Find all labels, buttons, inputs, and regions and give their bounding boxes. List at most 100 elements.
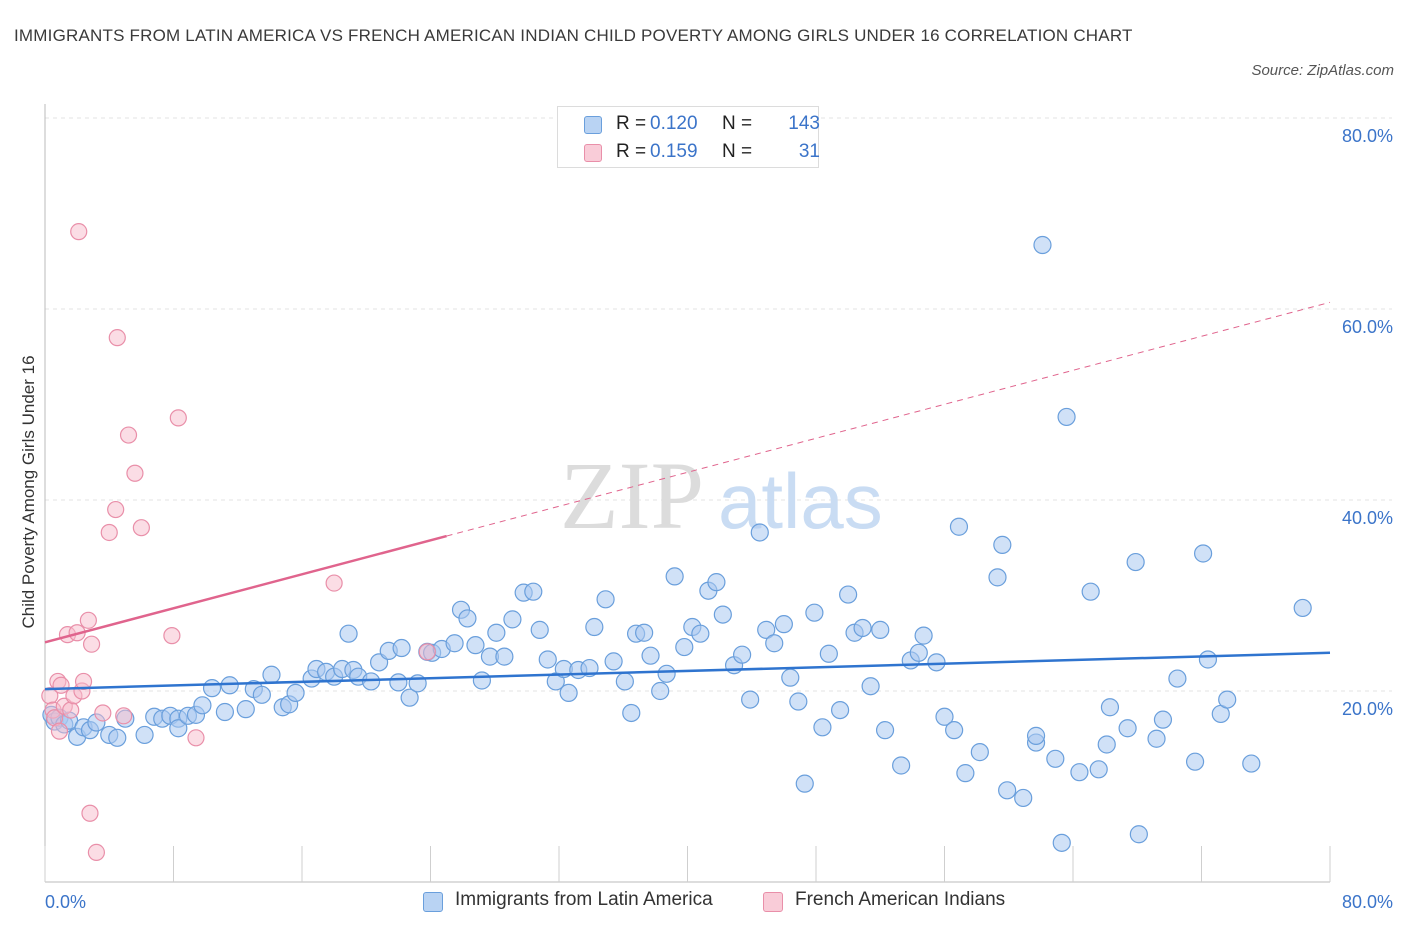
- data-point-french-american-indian: [187, 729, 205, 747]
- data-point-latin-america: [169, 719, 188, 738]
- chart-title: IMMIGRANTS FROM LATIN AMERICA VS FRENCH …: [14, 26, 1133, 45]
- data-point-latin-america: [1194, 544, 1213, 563]
- data-point-latin-america: [108, 728, 127, 747]
- data-point-latin-america: [262, 665, 281, 684]
- trend-line-french-american-indian-extension: [446, 301, 1331, 537]
- data-point-latin-america: [1100, 698, 1120, 717]
- data-point-latin-america: [665, 567, 684, 586]
- data-point-latin-america: [750, 523, 769, 542]
- data-point-latin-america: [1198, 650, 1218, 669]
- data-point-latin-america: [871, 620, 890, 639]
- watermark: ZIP atlas: [560, 442, 883, 549]
- data-point-latin-america: [935, 707, 954, 726]
- data-point-latin-america: [839, 585, 858, 604]
- data-point-latin-america: [622, 703, 641, 723]
- legend-r-value: 0.120: [650, 113, 698, 134]
- data-point-latin-america: [458, 609, 477, 628]
- axis-layer: [44, 104, 1331, 883]
- data-point-latin-america: [495, 647, 514, 666]
- data-point-latin-america: [1089, 760, 1108, 779]
- data-point-latin-america: [819, 644, 838, 663]
- data-point-latin-america: [1052, 833, 1071, 852]
- data-point-french-american-indian: [107, 500, 125, 519]
- trend-line-french-american-indian: [44, 534, 447, 644]
- data-point-latin-america: [1218, 690, 1237, 709]
- y-tick-label: 80.0%: [1342, 126, 1393, 146]
- data-point-french-american-indian: [132, 519, 150, 537]
- y-tick-label: 60.0%: [1342, 317, 1393, 337]
- data-point-latin-america: [789, 692, 808, 711]
- data-point-latin-america: [202, 679, 222, 698]
- data-point-latin-america: [691, 624, 710, 643]
- data-point-latin-america: [1014, 788, 1033, 808]
- data-point-latin-america: [389, 673, 408, 692]
- data-point-latin-america: [1129, 825, 1148, 844]
- data-point-latin-america: [927, 653, 946, 672]
- data-point-latin-america: [813, 718, 832, 737]
- data-point-latin-america: [193, 696, 212, 715]
- data-point-latin-america: [580, 658, 599, 678]
- data-point-french-american-indian: [82, 635, 101, 653]
- data-point-latin-america: [774, 615, 793, 634]
- data-point-latin-america: [339, 624, 358, 643]
- data-point-latin-america: [524, 582, 543, 601]
- data-point-french-american-indian: [108, 329, 126, 347]
- data-point-french-american-indian: [94, 704, 112, 722]
- watermark-atlas: atlas: [718, 457, 883, 545]
- data-point-latin-america: [445, 634, 464, 653]
- data-point-latin-america: [1046, 749, 1065, 768]
- data-point-latin-america: [1168, 669, 1187, 688]
- data-point-latin-america: [781, 668, 800, 687]
- legend-swatch-blue: [584, 116, 602, 134]
- data-point-latin-america: [993, 535, 1012, 554]
- watermark-zip: ZIP: [560, 442, 704, 549]
- data-point-latin-america: [635, 623, 654, 642]
- source-label: Source: ZipAtlas.com: [1251, 62, 1394, 79]
- data-point-latin-america: [286, 683, 305, 703]
- data-point-latin-america: [1097, 735, 1116, 754]
- data-point-latin-america: [945, 721, 964, 740]
- data-point-french-american-indian: [169, 409, 187, 427]
- data-point-latin-america: [1118, 719, 1137, 738]
- data-point-french-american-indian: [50, 722, 69, 740]
- legend-n-value: 143: [788, 113, 820, 134]
- data-point-latin-america: [400, 688, 419, 707]
- data-point-latin-america: [252, 685, 271, 704]
- data-point-latin-america: [615, 672, 634, 691]
- data-point-latin-america: [988, 568, 1007, 587]
- data-point-latin-america: [1057, 407, 1076, 427]
- data-point-latin-america: [361, 672, 381, 691]
- data-point-french-american-indian: [70, 223, 88, 241]
- data-point-latin-america: [707, 573, 726, 592]
- y-tick-label: 20.0%: [1342, 699, 1393, 719]
- data-point-latin-america: [1126, 552, 1145, 572]
- data-point-french-american-indian: [418, 643, 436, 661]
- legend-r-label: R =: [616, 141, 647, 162]
- y-axis-title: Child Poverty Among Girls Under 16: [19, 355, 38, 628]
- data-point-latin-america: [892, 756, 911, 775]
- data-point-latin-america: [1153, 710, 1173, 729]
- x-tick-label: 80.0%: [1342, 892, 1393, 912]
- data-point-latin-america: [861, 677, 880, 696]
- data-point-latin-america: [472, 671, 491, 690]
- data-point-french-american-indian: [325, 574, 343, 592]
- data-point-latin-america: [914, 626, 933, 645]
- legend-r-label: R =: [616, 113, 647, 134]
- data-point-latin-america: [651, 681, 670, 701]
- data-point-latin-america: [236, 700, 255, 719]
- data-point-latin-america: [215, 702, 234, 722]
- data-point-latin-america: [503, 610, 522, 629]
- data-point-latin-america: [559, 683, 578, 703]
- data-point-french-american-indian: [62, 701, 80, 719]
- data-point-latin-america: [1070, 763, 1089, 782]
- data-point-latin-america: [795, 774, 814, 793]
- data-point-latin-america: [765, 634, 784, 653]
- data-point-latin-america: [949, 517, 969, 536]
- grid-layer: [45, 117, 1392, 692]
- data-point-latin-america: [585, 617, 604, 637]
- legend-n-label: N =: [722, 141, 753, 162]
- data-point-latin-america: [741, 690, 760, 709]
- data-point-french-american-indian: [119, 426, 138, 444]
- data-point-latin-america: [596, 590, 615, 609]
